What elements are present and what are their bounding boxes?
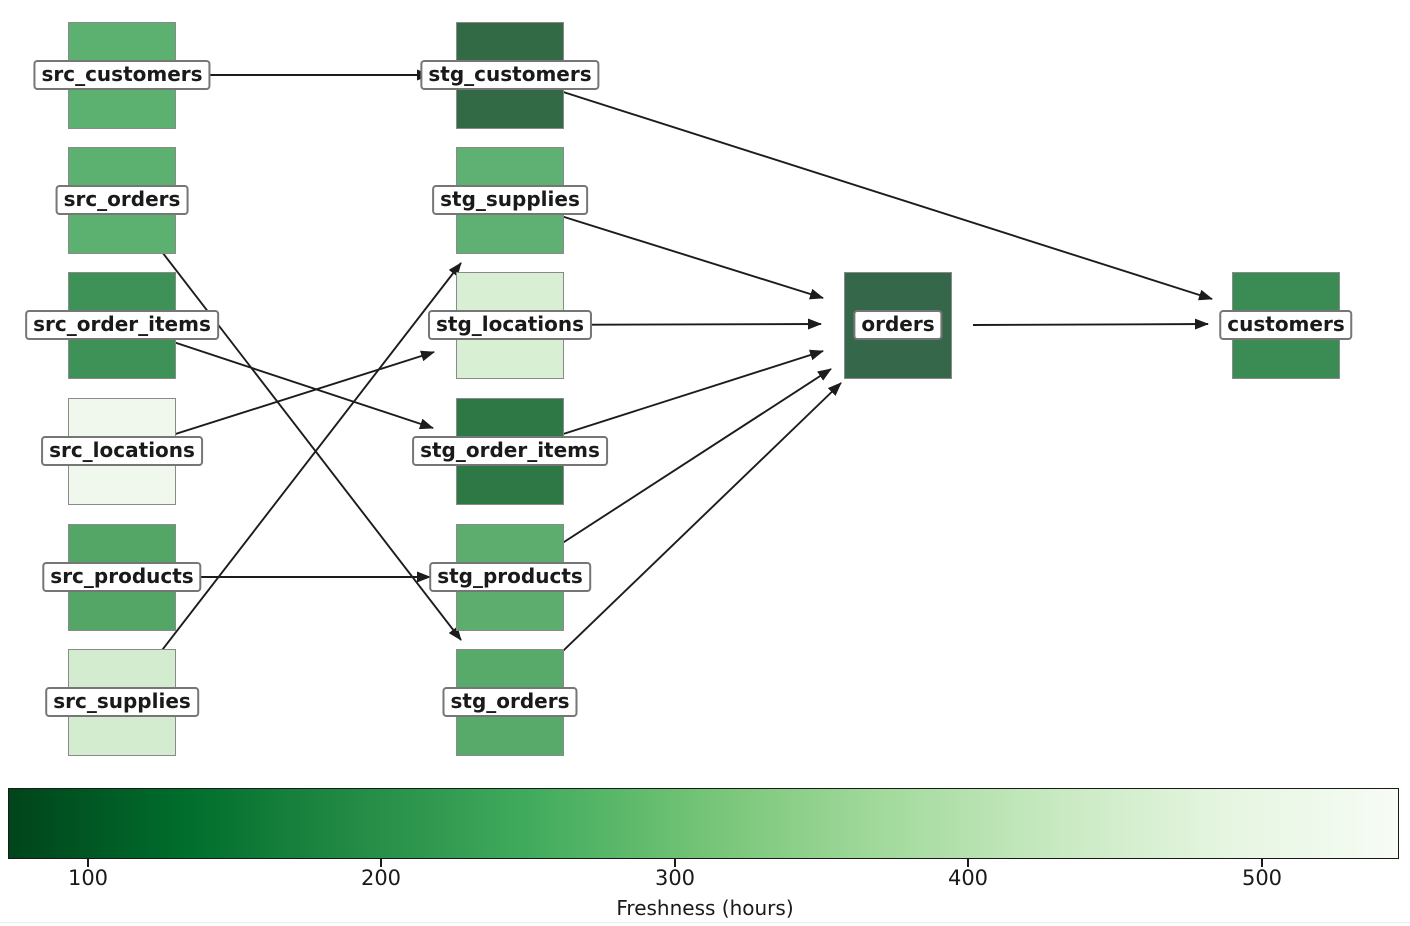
colorbar-axis-label: Freshness (hours)	[616, 896, 794, 920]
node-label-stg_customers: stg_customers	[420, 60, 600, 90]
colorbar-gradient	[8, 788, 1399, 859]
node-label-stg_orders: stg_orders	[442, 687, 578, 717]
edge-src_supplies-to-stg_supplies	[121, 262, 462, 703]
edge-src_orders-to-stg_orders	[121, 199, 462, 641]
node-label-orders: orders	[853, 310, 943, 340]
colorbar-tick-200	[380, 859, 382, 867]
node-label-customers: customers	[1219, 310, 1353, 340]
node-label-src_products: src_products	[42, 562, 202, 592]
colorbar-tick-100	[87, 859, 89, 867]
bottom-hairline	[0, 922, 1410, 923]
colorbar-tick-label-400: 400	[947, 866, 989, 890]
colorbar-tick-300	[674, 859, 676, 867]
colorbar-tick-500	[1261, 859, 1263, 867]
edge-orders-to-customers	[972, 318, 1209, 330]
node-label-stg_order_items: stg_order_items	[412, 436, 608, 466]
colorbar-tick-400	[967, 859, 969, 867]
edge-stg_customers-to-customers	[509, 74, 1213, 301]
node-label-stg_products: stg_products	[429, 562, 591, 592]
node-label-src_order_items: src_order_items	[25, 310, 219, 340]
node-label-stg_supplies: stg_supplies	[432, 185, 588, 215]
edge-stg_orders-to-orders	[509, 382, 842, 703]
colorbar-tick-label-100: 100	[67, 866, 109, 890]
colorbar-tick-label-200: 200	[360, 866, 402, 890]
colorbar-tick-label-500: 500	[1241, 866, 1283, 890]
node-label-src_customers: src_customers	[33, 60, 211, 90]
node-label-src_supplies: src_supplies	[45, 687, 199, 717]
node-label-src_orders: src_orders	[55, 185, 189, 215]
colorbar-tick-label-300: 300	[654, 866, 696, 890]
node-label-src_locations: src_locations	[41, 436, 203, 466]
node-label-stg_locations: stg_locations	[427, 310, 593, 340]
